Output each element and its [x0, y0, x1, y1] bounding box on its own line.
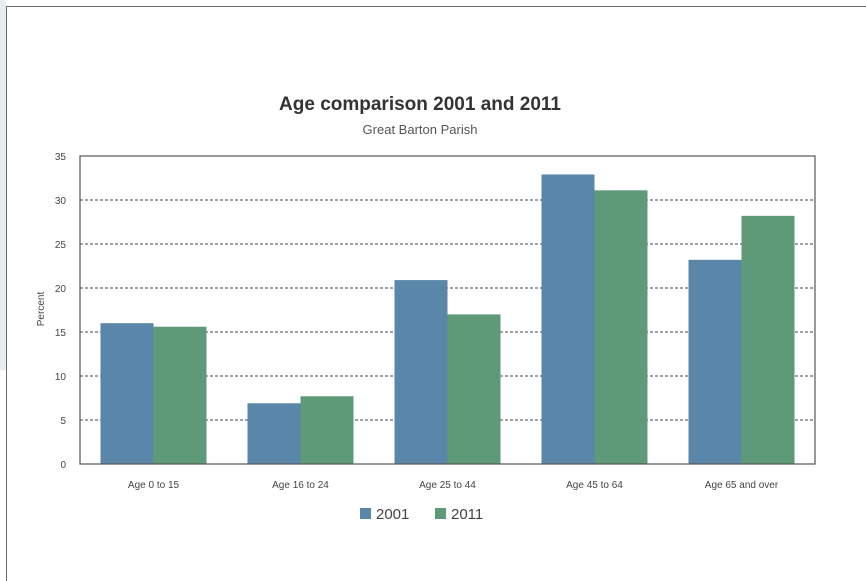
- frame-left-border: [6, 6, 7, 581]
- bar-2011-0: [153, 326, 207, 464]
- bar-2001-2: [394, 280, 448, 464]
- legend-label-2011: 2011: [451, 506, 483, 523]
- bar-2011-3: [594, 190, 648, 464]
- bar-2001-4: [688, 259, 742, 464]
- x-category-label: Age 65 and over: [705, 480, 779, 491]
- y-axis-label: Percent: [36, 292, 47, 327]
- chart-subtitle: Great Barton Parish: [363, 122, 478, 137]
- y-tick-label: 15: [55, 328, 67, 339]
- plot-area-border: [79, 155, 816, 465]
- frame-shade: [0, 0, 6, 370]
- bar-2001-3: [541, 174, 595, 465]
- y-tick-label: 35: [55, 152, 67, 163]
- bar-2011-1: [300, 396, 354, 464]
- y-tick-label: 10: [55, 372, 67, 383]
- frame-top-border: [6, 6, 866, 7]
- y-tick-label: 30: [55, 196, 67, 207]
- y-tick-label: 0: [60, 460, 66, 471]
- x-category-label: Age 45 to 64: [566, 480, 623, 491]
- legend-swatch-2001: [360, 508, 371, 519]
- y-tick-label: 25: [55, 240, 67, 251]
- legend-label-2001: 2001: [376, 506, 409, 523]
- x-category-label: Age 0 to 15: [128, 480, 180, 491]
- y-tick-label: 20: [55, 284, 67, 295]
- bar-2001-1: [247, 403, 301, 464]
- x-category-label: Age 25 to 44: [419, 480, 476, 491]
- bar-2011-2: [447, 314, 501, 464]
- bar-2011-4: [741, 215, 795, 464]
- bar-2001-0: [100, 323, 154, 464]
- legend-swatch-2011: [435, 508, 446, 519]
- chart-title: Age comparison 2001 and 2011: [279, 94, 561, 115]
- y-tick-label: 5: [60, 416, 66, 427]
- x-category-label: Age 16 to 24: [272, 480, 329, 491]
